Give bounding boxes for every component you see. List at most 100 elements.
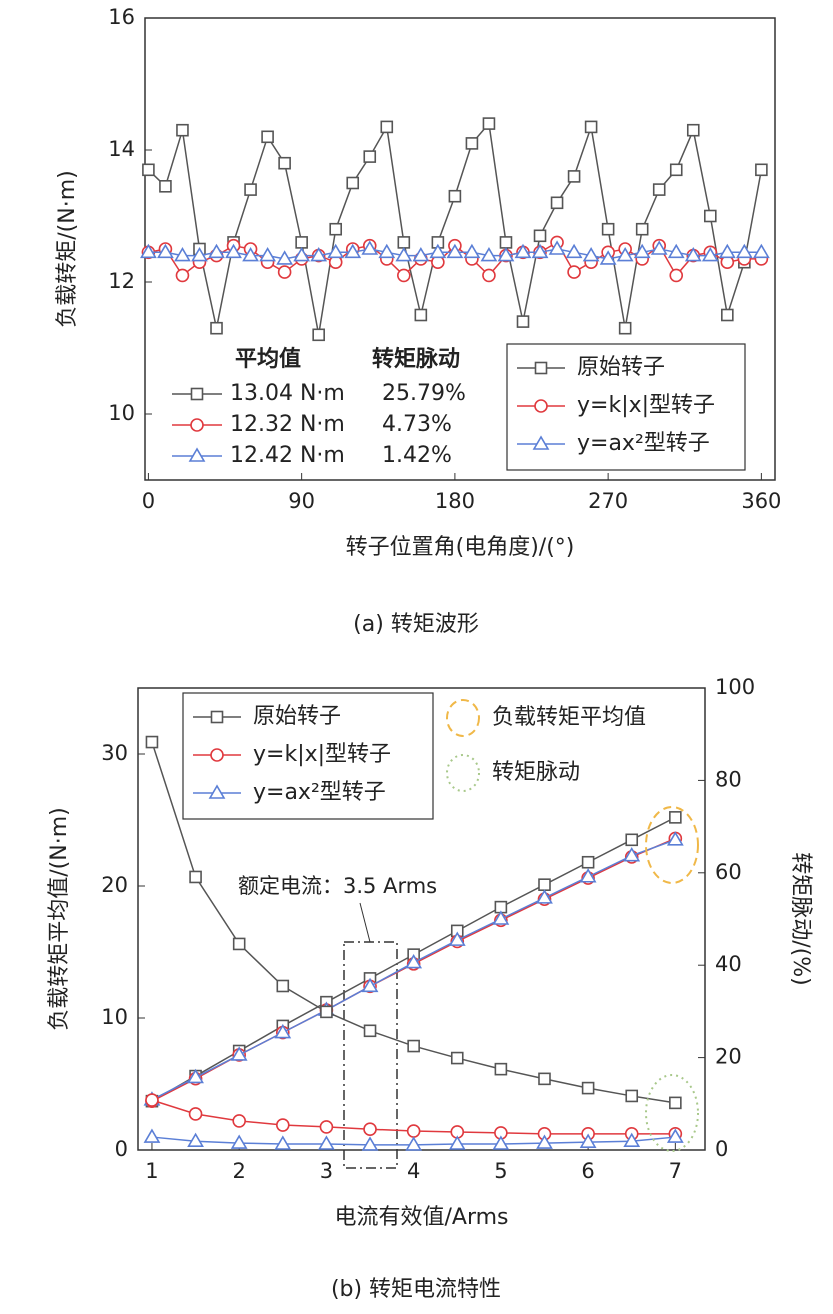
legend-label: 原始转子	[577, 355, 665, 380]
y-tick-label: 12	[108, 269, 135, 293]
x-tick-label: 5	[494, 1159, 507, 1183]
data-point	[344, 243, 362, 259]
x-tick-label: 6	[581, 1159, 594, 1183]
data-point	[635, 222, 649, 236]
y2-tick-label: 40	[715, 952, 742, 976]
data-point	[536, 1134, 553, 1149]
data-point	[581, 855, 595, 869]
data-point	[497, 247, 515, 262]
data-point	[548, 240, 566, 255]
data-point	[225, 243, 242, 259]
data-point	[669, 268, 684, 283]
data-point	[625, 833, 639, 847]
data-point	[625, 1089, 639, 1103]
data-point	[361, 977, 379, 993]
data-point	[533, 229, 547, 243]
data-point	[405, 1136, 423, 1151]
caption: (b) 转矩电流特性	[331, 1277, 501, 1302]
highlight-ellipse	[645, 1074, 699, 1152]
data-point	[666, 831, 684, 846]
data-point	[380, 120, 394, 134]
x-tick-label: 3	[320, 1159, 333, 1183]
data-point	[666, 1128, 684, 1143]
x-tick-label: 180	[435, 489, 475, 513]
data-point	[176, 123, 189, 137]
data-point	[405, 953, 423, 969]
data-point	[516, 315, 530, 328]
data-point	[669, 811, 682, 824]
data-point	[320, 1005, 333, 1019]
data-point	[582, 247, 600, 262]
y-tick-label: 16	[108, 5, 135, 29]
data-point	[244, 183, 257, 196]
data-point	[145, 735, 159, 749]
data-point	[686, 123, 700, 137]
data-point	[538, 1072, 551, 1086]
y-tick-label: 14	[108, 137, 135, 161]
table-marker	[190, 418, 204, 432]
table-cell: 13.04 N·m	[230, 381, 345, 406]
data-point	[567, 170, 581, 183]
rated-current-box	[343, 941, 398, 1169]
data-point	[232, 1114, 246, 1128]
data-point	[276, 979, 290, 993]
table-cell: 25.79%	[382, 381, 466, 406]
x-tick-label: 360	[741, 489, 781, 513]
data-point	[406, 1124, 421, 1138]
data-point	[189, 870, 202, 884]
data-point	[531, 243, 549, 259]
data-point	[174, 247, 191, 262]
data-point	[157, 243, 174, 259]
legend-marker	[210, 748, 224, 762]
data-point	[752, 243, 770, 259]
data-point	[278, 156, 291, 170]
table-marker	[190, 387, 204, 401]
data-point	[599, 250, 617, 265]
x-tick-label: 7	[669, 1159, 682, 1183]
table-cell: 12.42 N·m	[230, 443, 345, 468]
table-cell: 12.32 N·m	[230, 412, 345, 437]
data-point	[230, 1134, 248, 1149]
data-point	[361, 1136, 379, 1151]
data-point	[446, 243, 464, 259]
y-tick-label: 0	[115, 1137, 128, 1161]
data-point	[188, 1107, 203, 1121]
data-point	[579, 1133, 597, 1148]
data-point	[633, 243, 651, 259]
x-tick-label: 1	[145, 1159, 158, 1183]
data-point	[208, 243, 225, 259]
table-header: 平均值	[235, 346, 301, 372]
legend-marker	[534, 361, 548, 375]
caption: (a) 转矩波形	[353, 612, 479, 637]
data-point	[210, 321, 223, 335]
y-tick-label: 10	[101, 1005, 128, 1029]
legend-marker	[534, 399, 548, 413]
annotation-leader	[359, 902, 371, 943]
data-point	[274, 1023, 292, 1039]
legend-label: y=ax²型转子	[253, 780, 386, 805]
data-point	[276, 1118, 290, 1132]
data-point	[378, 243, 396, 259]
data-point	[159, 180, 172, 193]
x-tick-label: 2	[233, 1159, 246, 1183]
y2-tick-label: 0	[715, 1137, 728, 1161]
y2-tick-label: 80	[715, 767, 742, 791]
data-point	[346, 176, 360, 190]
data-point	[536, 889, 553, 904]
data-point	[550, 196, 564, 210]
series-line	[147, 121, 763, 335]
data-point	[492, 910, 510, 925]
data-point	[703, 209, 717, 223]
data-point	[465, 137, 479, 150]
data-point	[318, 1135, 335, 1150]
data-point	[755, 163, 768, 177]
data-point	[735, 243, 753, 259]
data-point	[565, 243, 583, 259]
data-point	[276, 250, 294, 265]
data-point	[463, 243, 481, 259]
data-point	[579, 868, 597, 883]
data-point	[395, 247, 413, 262]
data-point	[274, 1135, 292, 1150]
y-tick-label: 30	[101, 741, 128, 765]
